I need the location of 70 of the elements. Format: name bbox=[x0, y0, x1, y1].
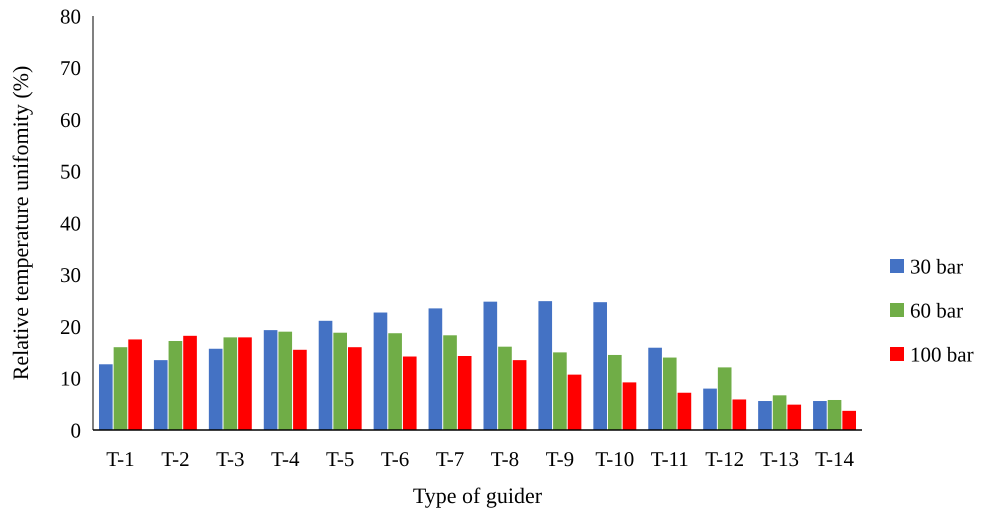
bar bbox=[278, 332, 292, 430]
x-axis-title: Type of guider bbox=[412, 483, 543, 508]
bar bbox=[333, 332, 348, 430]
legend-label: 100 bar bbox=[910, 342, 974, 366]
bar bbox=[98, 364, 113, 430]
bar bbox=[512, 360, 526, 430]
x-tick-label: T-8 bbox=[490, 447, 520, 471]
y-tick-label: 40 bbox=[60, 211, 81, 236]
x-tick-label: T-2 bbox=[161, 447, 190, 471]
legend-label: 60 bar bbox=[910, 298, 964, 322]
y-tick-label: 60 bbox=[60, 108, 81, 132]
x-tick-label: T-3 bbox=[216, 447, 245, 471]
x-tick-label: T-6 bbox=[380, 447, 410, 471]
bar bbox=[678, 392, 692, 430]
bar bbox=[402, 356, 417, 430]
y-tick-label: 0 bbox=[70, 418, 81, 442]
y-tick-label: 70 bbox=[60, 56, 81, 80]
y-tick-label: 30 bbox=[60, 263, 81, 288]
bar bbox=[318, 320, 332, 430]
bar bbox=[183, 336, 197, 430]
bar bbox=[648, 348, 662, 430]
bar bbox=[593, 302, 607, 430]
x-tick-label: T-12 bbox=[705, 447, 744, 471]
bar bbox=[374, 312, 388, 430]
x-tick-label: T-7 bbox=[436, 447, 464, 471]
bar bbox=[828, 400, 842, 430]
x-tick-label: T-5 bbox=[326, 447, 354, 471]
x-tick-label: T-9 bbox=[546, 447, 574, 471]
bar bbox=[842, 410, 856, 430]
bar bbox=[608, 354, 622, 430]
x-tick-label: T-13 bbox=[760, 447, 800, 471]
y-tick-label: 10 bbox=[60, 366, 81, 391]
bar bbox=[293, 350, 307, 430]
x-tick-label: T-1 bbox=[106, 447, 135, 471]
x-tick-label: T-4 bbox=[271, 447, 300, 471]
bar bbox=[538, 301, 552, 430]
bar bbox=[662, 358, 677, 430]
bar bbox=[348, 347, 362, 430]
bar bbox=[772, 395, 786, 430]
y-tick-label: 80 bbox=[60, 4, 81, 28]
y-tick-label: 50 bbox=[60, 160, 81, 184]
bar bbox=[498, 346, 512, 430]
bar bbox=[388, 333, 402, 430]
y-axis-title: Relative temperature unifomity (%) bbox=[8, 66, 33, 380]
bar bbox=[758, 401, 772, 430]
bar bbox=[428, 308, 442, 430]
y-tick-label: 20 bbox=[60, 314, 81, 339]
bar bbox=[732, 399, 746, 430]
bar bbox=[208, 348, 222, 430]
bar bbox=[813, 401, 827, 430]
bar bbox=[168, 340, 182, 430]
bar bbox=[787, 404, 802, 430]
bar bbox=[458, 356, 472, 430]
bar bbox=[238, 337, 252, 430]
bar bbox=[224, 337, 238, 430]
bar bbox=[443, 335, 457, 430]
legend-label: 30 bar bbox=[910, 254, 964, 278]
bar bbox=[128, 339, 142, 430]
bar bbox=[718, 367, 732, 430]
bar bbox=[568, 374, 582, 430]
x-tick-label: T-11 bbox=[650, 447, 689, 471]
bar bbox=[622, 382, 636, 430]
bar bbox=[264, 330, 278, 430]
bar bbox=[553, 352, 567, 430]
x-tick-label: T-10 bbox=[595, 447, 634, 471]
x-tick-label: T-14 bbox=[815, 447, 854, 471]
bar bbox=[154, 360, 168, 430]
bar bbox=[114, 347, 128, 430]
bar bbox=[483, 302, 498, 430]
bar bbox=[703, 388, 717, 430]
